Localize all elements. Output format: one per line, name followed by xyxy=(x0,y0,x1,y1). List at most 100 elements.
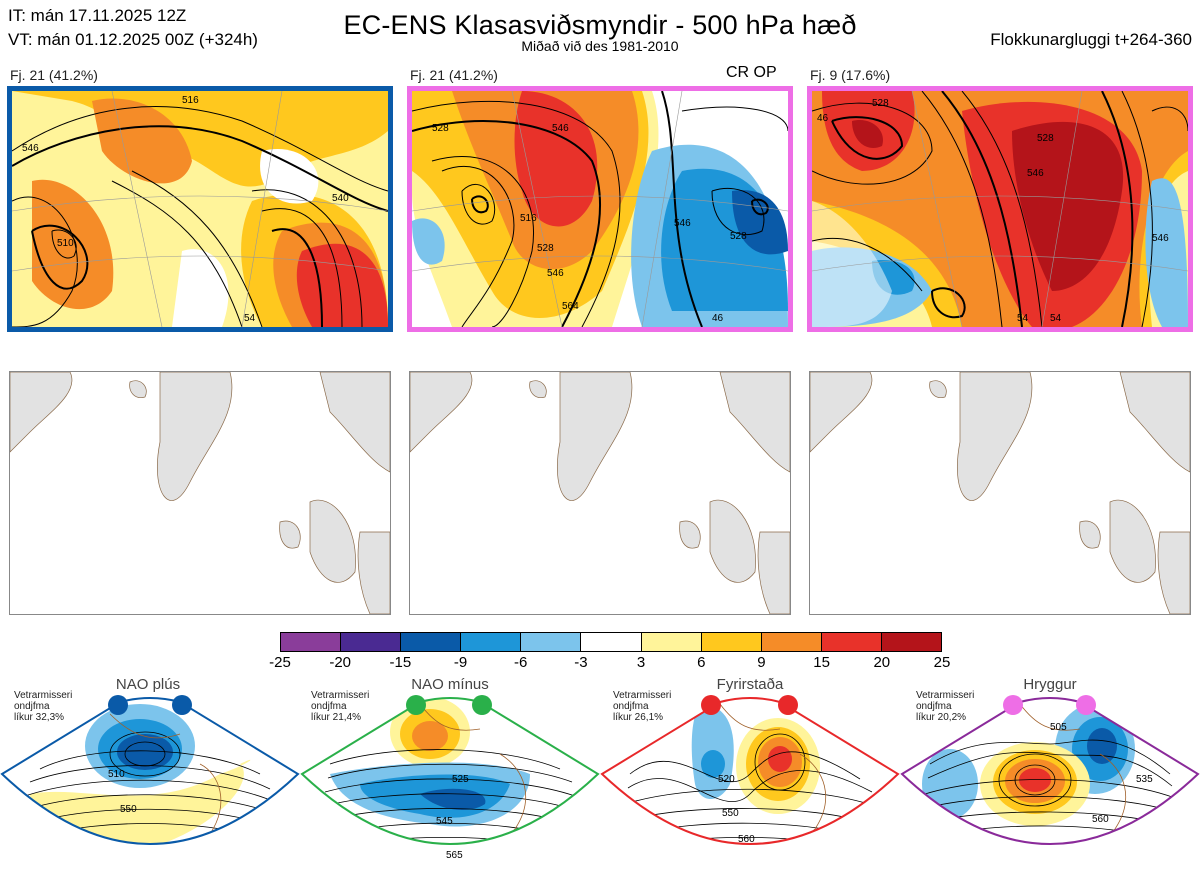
empty-map-1[interactable] xyxy=(9,371,391,615)
contour-label: 546 xyxy=(1152,233,1169,244)
contour-label: 560 xyxy=(1092,814,1109,825)
regime-1-title: NAO plús xyxy=(115,676,181,693)
contour-label: 546 xyxy=(674,218,691,229)
contour-label: 516 xyxy=(520,213,537,224)
contour-label: 546 xyxy=(547,268,564,279)
regime-3-prob: Vetrarmisseri ondjfma líkur 26,1% xyxy=(613,690,672,723)
contour-label: 535 xyxy=(1136,774,1153,785)
colorbar-swatch xyxy=(581,633,642,651)
contour-label: 550 xyxy=(722,808,739,819)
contour-label: 510 xyxy=(57,238,74,249)
regime-2-graphic: 525 545 565 xyxy=(300,697,600,861)
contour-label: 54 xyxy=(244,313,256,324)
regime-1-dot-right xyxy=(172,695,192,715)
contour-label: 46 xyxy=(712,313,724,324)
regime-ridge[interactable]: 505 535 560 xyxy=(900,674,1200,871)
colorbar-tick-label: 15 xyxy=(813,654,830,671)
contour-label: 516 xyxy=(182,95,199,106)
colorbar-tick-label: -20 xyxy=(329,654,352,671)
regime-4-dot-right xyxy=(1076,695,1096,715)
regime-4-graphic: 505 535 560 xyxy=(900,697,1200,845)
contour-label: 520 xyxy=(718,774,735,785)
regime-3-graphic: 520 550 560 xyxy=(600,697,900,845)
colorbar-swatch xyxy=(881,633,942,651)
empty-map-3-graphic xyxy=(810,372,1190,614)
regime-row: 510 550 xyxy=(0,674,1200,871)
cluster-map-2[interactable]: 528 546 516 528 546 564 546 528 46 xyxy=(407,86,793,332)
colorbar-ticks: -25 -20 -15 -9 -6 -3 3 6 9 15 20 25 xyxy=(269,654,950,674)
contour-label: 560 xyxy=(738,834,755,845)
page-title: EC-ENS Klasasviðsmyndir - 500 hPa hæð xyxy=(343,10,857,40)
colorbar-swatch xyxy=(761,633,822,651)
regime-2-title: NAO mínus xyxy=(411,676,489,693)
regime-1-prob: Vetrarmisseri ondjfma líkur 32,3% xyxy=(14,690,73,723)
colorbar-tick-label: -9 xyxy=(453,654,468,671)
regime-2-prob: Vetrarmisseri ondjfma líkur 21,4% xyxy=(311,690,370,723)
regime-blocking[interactable]: 520 550 560 xyxy=(600,674,900,871)
panel-3-label: Fj. 9 (17.6%) xyxy=(810,67,891,83)
regime-4-dot-left xyxy=(1003,695,1023,715)
init-time: IT: mán 17.11.2025 12Z xyxy=(8,6,187,25)
contour-label: 505 xyxy=(1050,722,1067,733)
cluster-map-3[interactable]: 46 528 528 546 546 54 54 xyxy=(807,86,1193,332)
cluster-map-1-graphic: 510 516 540 546 54 xyxy=(12,91,388,327)
contour-label: 546 xyxy=(22,143,39,154)
colorbar-tick-label: 9 xyxy=(757,654,766,671)
contour-label: 545 xyxy=(436,816,453,827)
colorbar-tick-label: 25 xyxy=(933,654,951,671)
contour-label: 565 xyxy=(446,850,463,861)
classification-window: Flokkunargluggi t+264-360 xyxy=(990,30,1192,49)
page-subtitle: Miðað við des 1981-2010 xyxy=(521,38,679,54)
empty-map-2[interactable] xyxy=(409,371,791,615)
contour-label: 564 xyxy=(562,301,579,312)
contour-label: 54 xyxy=(1017,313,1029,324)
colorbar xyxy=(280,632,942,652)
colorbar-swatch xyxy=(401,633,462,651)
contour-label: 528 xyxy=(537,243,554,254)
panel-2-badge: CR OP xyxy=(726,64,777,81)
contour-label: 550 xyxy=(120,804,137,815)
contour-label: 546 xyxy=(1027,168,1044,179)
panel-1-label: Fj. 21 (41.2%) xyxy=(10,67,98,83)
regime-1-dot-left xyxy=(108,695,128,715)
regime-2-dot-right xyxy=(472,695,492,715)
colorbar-tick-label: -6 xyxy=(514,654,528,671)
regime-3-title: Fyrirstaða xyxy=(716,676,784,693)
colorbar-swatch xyxy=(821,633,882,651)
colorbar-tick-label: 3 xyxy=(636,654,646,671)
empty-map-2-graphic xyxy=(410,372,790,614)
regime-2-dot-left xyxy=(406,695,426,715)
contour-label: 525 xyxy=(452,774,469,785)
contour-label: 510 xyxy=(108,769,125,780)
colorbar-swatch xyxy=(641,633,702,651)
cluster-map-3-graphic: 46 528 528 546 546 54 54 xyxy=(812,91,1188,327)
empty-map-3[interactable] xyxy=(809,371,1191,615)
contour-label: 54 xyxy=(1050,313,1062,324)
colorbar-tick-label: 20 xyxy=(873,654,891,671)
contour-label: 528 xyxy=(872,98,889,109)
cluster-map-1[interactable]: 510 516 540 546 54 xyxy=(7,86,393,332)
regime-3-dot-right xyxy=(778,695,798,715)
colorbar-tick-label: -15 xyxy=(389,654,412,671)
cluster-map-2-graphic: 528 546 516 528 546 564 546 528 46 xyxy=(412,91,788,327)
contour-label: 528 xyxy=(432,123,449,134)
colorbar-swatch xyxy=(521,633,582,651)
colorbar-tick-label: -3 xyxy=(574,654,588,671)
colorbar-swatch xyxy=(281,633,342,651)
colorbar-swatch xyxy=(701,633,762,651)
contour-label: 546 xyxy=(552,123,569,134)
colorbar-swatch xyxy=(461,633,522,651)
regime-nao-plus[interactable]: 510 550 xyxy=(0,674,300,871)
regime-1-graphic: 510 550 xyxy=(0,697,300,845)
regime-nao-minus[interactable]: 525 545 565 xyxy=(300,674,600,871)
regime-4-title: Hryggur xyxy=(1023,676,1077,693)
colorbar-tick-label: -25 xyxy=(269,654,291,671)
contour-label: 528 xyxy=(1037,133,1054,144)
empty-map-1-graphic xyxy=(10,372,390,614)
colorbar-swatch xyxy=(341,633,402,651)
panel-2-label: Fj. 21 (41.2%) xyxy=(410,67,498,83)
valid-time: VT: mán 01.12.2025 00Z (+324h) xyxy=(8,30,258,49)
contour-label: 46 xyxy=(817,113,829,124)
contour-label: 528 xyxy=(730,231,747,242)
contour-label: 540 xyxy=(332,193,349,204)
